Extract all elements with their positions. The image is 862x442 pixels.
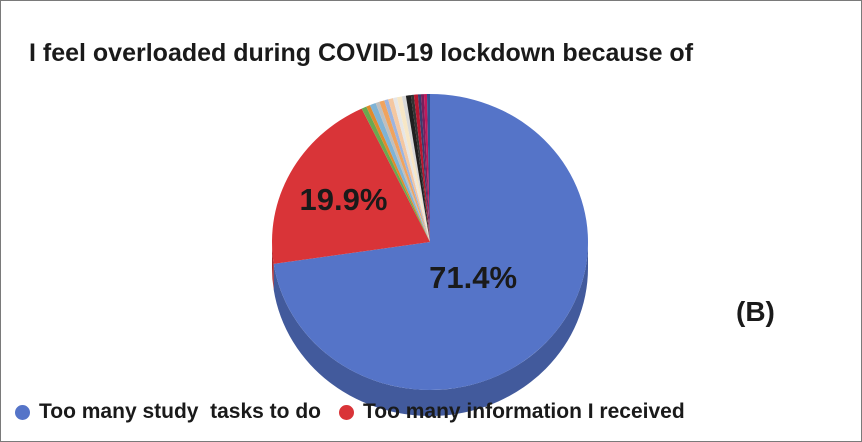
pie-slice-3 (366, 105, 430, 243)
pie-slice-16 (420, 94, 430, 242)
chart-title: I feel overloaded during COVID-19 lockdo… (29, 39, 694, 67)
pie-slice-0 (273, 94, 588, 390)
pie-slice-5 (375, 101, 430, 242)
pie-slice-2 (361, 106, 430, 242)
pie-slice-0-label: 71.4% (429, 260, 517, 295)
pie-slice-9 (392, 97, 430, 242)
legend-label-study-tasks: Too many study tasks to do (39, 400, 321, 423)
legend-marker-study-tasks (15, 404, 30, 420)
pie-slice-10 (396, 96, 430, 242)
pie-slice-7 (384, 99, 430, 243)
pie-slice-11 (401, 95, 430, 242)
pie-slice-1-label: 19.9% (299, 182, 387, 217)
panel-label: (B) (736, 296, 775, 327)
legend: Too many study tasks to do Too many info… (15, 400, 703, 424)
pie-slice-1 (272, 108, 430, 264)
pie-slice-0-side (273, 242, 588, 417)
legend-marker-information (338, 404, 354, 420)
pie-slice-18 (426, 94, 430, 242)
pie-slice-15 (417, 94, 430, 243)
pie-slice-12 (405, 95, 430, 242)
pie-slice-6 (379, 100, 430, 242)
pie-slice-8 (388, 98, 430, 242)
legend-item-information: Too many information I received (338, 400, 685, 424)
legend-item-study-tasks: Too many study tasks to do (15, 400, 321, 424)
pie-slice-13 (410, 94, 430, 243)
pie-slice-17 (423, 94, 430, 242)
legend-label-information: Too many information I received (362, 400, 685, 423)
pie-slice-4 (369, 103, 430, 242)
pie-slice-1-side (272, 242, 274, 290)
pie-slice-14 (413, 94, 430, 242)
